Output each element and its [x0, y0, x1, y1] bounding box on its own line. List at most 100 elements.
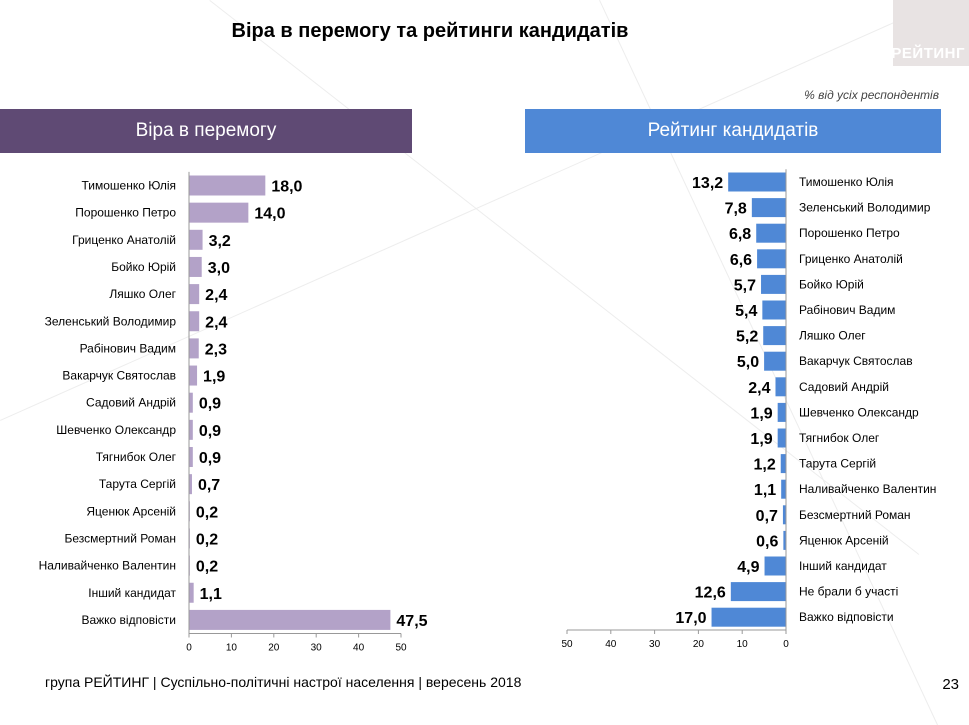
- bar: [189, 609, 391, 630]
- category-label: Важко відповісти: [81, 613, 176, 627]
- category-label: Яценюк Арсеній: [86, 504, 176, 518]
- category-label: Вакарчук Святослав: [62, 369, 176, 383]
- data-label: 17,0: [675, 610, 706, 627]
- category-label: Яценюк Арсеній: [799, 533, 889, 547]
- category-label: Шевченко Олександр: [56, 423, 176, 437]
- bar: [711, 607, 786, 627]
- category-label: Ляшко Олег: [109, 287, 176, 301]
- data-label: 2,3: [205, 341, 227, 358]
- data-label: 1,1: [754, 482, 776, 499]
- data-label: 0,6: [756, 533, 778, 550]
- data-label: 3,2: [209, 233, 231, 250]
- x-tick-label: 0: [783, 639, 789, 650]
- data-label: 1,9: [750, 405, 772, 422]
- data-label: 5,0: [737, 354, 759, 371]
- bar: [189, 311, 200, 332]
- data-label: 12,6: [695, 585, 726, 602]
- bar: [189, 175, 266, 196]
- category-label: Інший кандидат: [799, 559, 887, 573]
- bar: [763, 326, 786, 346]
- x-tick-label: 0: [186, 642, 192, 653]
- bar: [751, 198, 786, 218]
- data-label: 0,9: [199, 450, 221, 467]
- data-label: 5,2: [736, 329, 758, 346]
- category-label: Тягнибок Олег: [96, 450, 177, 464]
- category-label: Бойко Юрій: [799, 277, 864, 291]
- category-label: Садовий Андрій: [799, 380, 889, 394]
- category-label: Рабінович Вадим: [799, 303, 895, 317]
- data-label: 0,9: [199, 423, 221, 440]
- category-label: Зеленський Володимир: [799, 201, 931, 215]
- subtitle: % від усіх респондентів: [804, 88, 939, 102]
- data-label: 0,2: [196, 531, 218, 548]
- data-label: 1,1: [200, 586, 222, 603]
- category-label: Наливайченко Валентин: [39, 559, 176, 573]
- data-label: 1,9: [750, 431, 772, 448]
- bar: [761, 274, 786, 294]
- bar: [777, 402, 786, 422]
- bar: [780, 454, 786, 474]
- category-label: Вакарчук Святослав: [799, 354, 913, 368]
- data-label: 4,9: [737, 559, 759, 576]
- data-label: 5,4: [735, 303, 757, 320]
- bar: [189, 392, 193, 413]
- category-label: Тягнибок Олег: [799, 431, 880, 445]
- bar: [781, 479, 786, 499]
- data-label: 0,7: [198, 477, 220, 494]
- page-title: Віра в перемогу та рейтинги кандидатів: [231, 20, 629, 42]
- category-label: Тимошенко Юлія: [799, 175, 894, 189]
- page-number: 23: [942, 676, 959, 693]
- charts-canvas: 18,0 Тимошенко Юлія 14,0 Порошенко Петро 3,2…: [39, 169, 936, 653]
- category-label: Важко відповісти: [799, 610, 894, 624]
- category-label: Рабінович Вадим: [80, 341, 176, 355]
- data-label: 13,2: [692, 175, 723, 192]
- left-chart-title: Віра в перемогу: [0, 109, 412, 153]
- bar: [189, 447, 193, 467]
- logo-text: РЕЙТИНГ: [891, 45, 965, 62]
- category-label: Зеленський Володимир: [45, 314, 177, 328]
- category-label: Бойко Юрій: [111, 260, 176, 274]
- category-label: Шевченко Олександр: [799, 405, 919, 419]
- bar: [728, 172, 786, 192]
- x-tick-label: 10: [226, 642, 238, 653]
- bar: [189, 202, 249, 223]
- category-label: Безсмертний Роман: [799, 508, 911, 522]
- bar: [730, 582, 786, 602]
- category-label: Порошенко Петро: [799, 226, 900, 240]
- x-tick-label: 20: [693, 639, 705, 650]
- category-label: Гриценко Анатолій: [799, 252, 903, 266]
- x-tick-label: 30: [311, 642, 323, 653]
- category-label: Безсмертний Роман: [64, 531, 176, 545]
- category-label: Інший кандидат: [88, 586, 176, 600]
- category-label: Садовий Андрій: [86, 396, 176, 410]
- data-label: 2,4: [205, 314, 227, 331]
- bar: [777, 428, 786, 448]
- category-label: Тарута Сергій: [99, 477, 176, 491]
- data-label: 2,4: [748, 380, 770, 397]
- bar: [757, 249, 786, 269]
- bar: [189, 284, 200, 305]
- logo: РЕЙТИНГ: [891, 0, 969, 66]
- bar: [189, 365, 198, 386]
- x-tick-label: 40: [605, 639, 617, 650]
- x-tick-label: 40: [353, 642, 365, 653]
- data-label: 18,0: [271, 179, 302, 196]
- bar: [189, 338, 199, 359]
- data-label: 3,0: [208, 260, 230, 277]
- x-tick-label: 50: [561, 639, 573, 650]
- category-label: Тимошенко Юлія: [82, 179, 177, 193]
- bar: [762, 300, 786, 320]
- x-tick-label: 50: [395, 642, 407, 653]
- data-label: 14,0: [254, 206, 285, 223]
- x-tick-label: 20: [268, 642, 280, 653]
- data-label: 7,8: [725, 201, 747, 218]
- category-label: Тарута Сергій: [799, 457, 876, 471]
- category-label: Порошенко Петро: [75, 206, 176, 220]
- data-label: 0,9: [199, 396, 221, 413]
- category-label: Гриценко Анатолій: [72, 233, 176, 247]
- right-chart-title: Рейтинг кандидатів: [525, 109, 941, 153]
- data-label: 0,2: [196, 559, 218, 576]
- bar: [782, 505, 786, 525]
- data-label: 47,5: [396, 613, 427, 630]
- bar: [775, 377, 786, 397]
